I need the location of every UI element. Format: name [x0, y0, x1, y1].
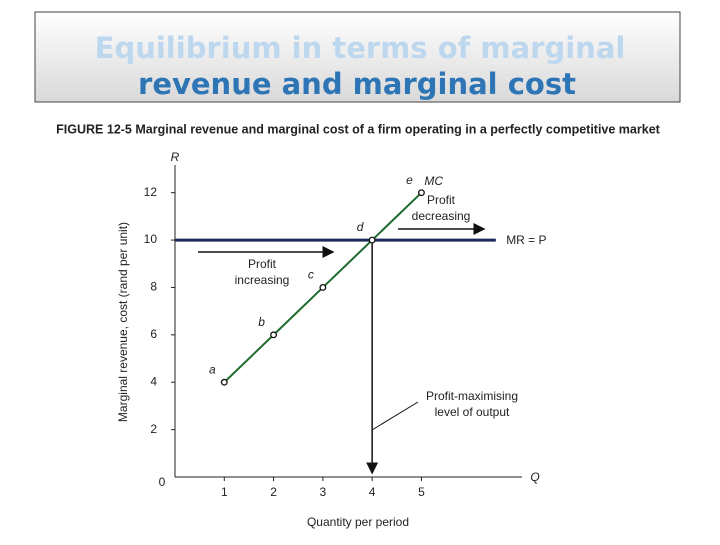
y-tick-label: 12 [144, 185, 158, 199]
point-label: e [406, 173, 413, 187]
annotation: Profit-maximising [426, 389, 518, 403]
x-tick-label: 4 [369, 485, 376, 499]
x-axis-symbol: Q [530, 470, 539, 484]
x-tick-label: 2 [270, 485, 277, 499]
annotation: level of output [435, 405, 510, 419]
point-label: a [209, 362, 216, 376]
point-label: c [308, 268, 314, 282]
series-label: MC [424, 174, 443, 188]
annotation: increasing [235, 273, 290, 287]
x-tick-label: 3 [320, 485, 327, 499]
y-tick-label: 10 [144, 232, 158, 246]
x-tick-label: 5 [418, 485, 425, 499]
point [270, 331, 278, 339]
plot: R Q 0 Quantity per period Marginal reven… [116, 150, 540, 529]
slide-title: revenue and marginal cost [138, 67, 576, 101]
x-tick-label: 1 [221, 485, 228, 499]
annotation: decreasing [412, 209, 471, 223]
y-tick-label: 4 [150, 374, 157, 388]
origin-label: 0 [159, 475, 166, 489]
annotation: Profit [248, 257, 277, 271]
point-label: b [258, 315, 265, 329]
y-tick-label: 6 [150, 327, 157, 341]
annotation: Profit [427, 193, 456, 207]
y-tick-label: 2 [150, 422, 157, 436]
slide-title: Equilibrium in terms of marginal [95, 31, 626, 65]
y-tick-label: 8 [150, 280, 157, 294]
title-box [34, 11, 681, 103]
mr-label: MR = P [506, 233, 546, 247]
point-label: d [357, 220, 364, 234]
point [417, 189, 425, 197]
leader-line [371, 401, 419, 431]
point [220, 378, 228, 386]
point [319, 284, 327, 291]
x-axis-label: Quantity per period [307, 515, 409, 529]
point [368, 236, 376, 244]
y-axis-symbol: R [171, 150, 180, 164]
y-axis-label: Marginal revenue, cost (rand per unit) [116, 222, 130, 422]
figure-caption: FIGURE 12-5 Marginal revenue and margina… [56, 122, 660, 136]
